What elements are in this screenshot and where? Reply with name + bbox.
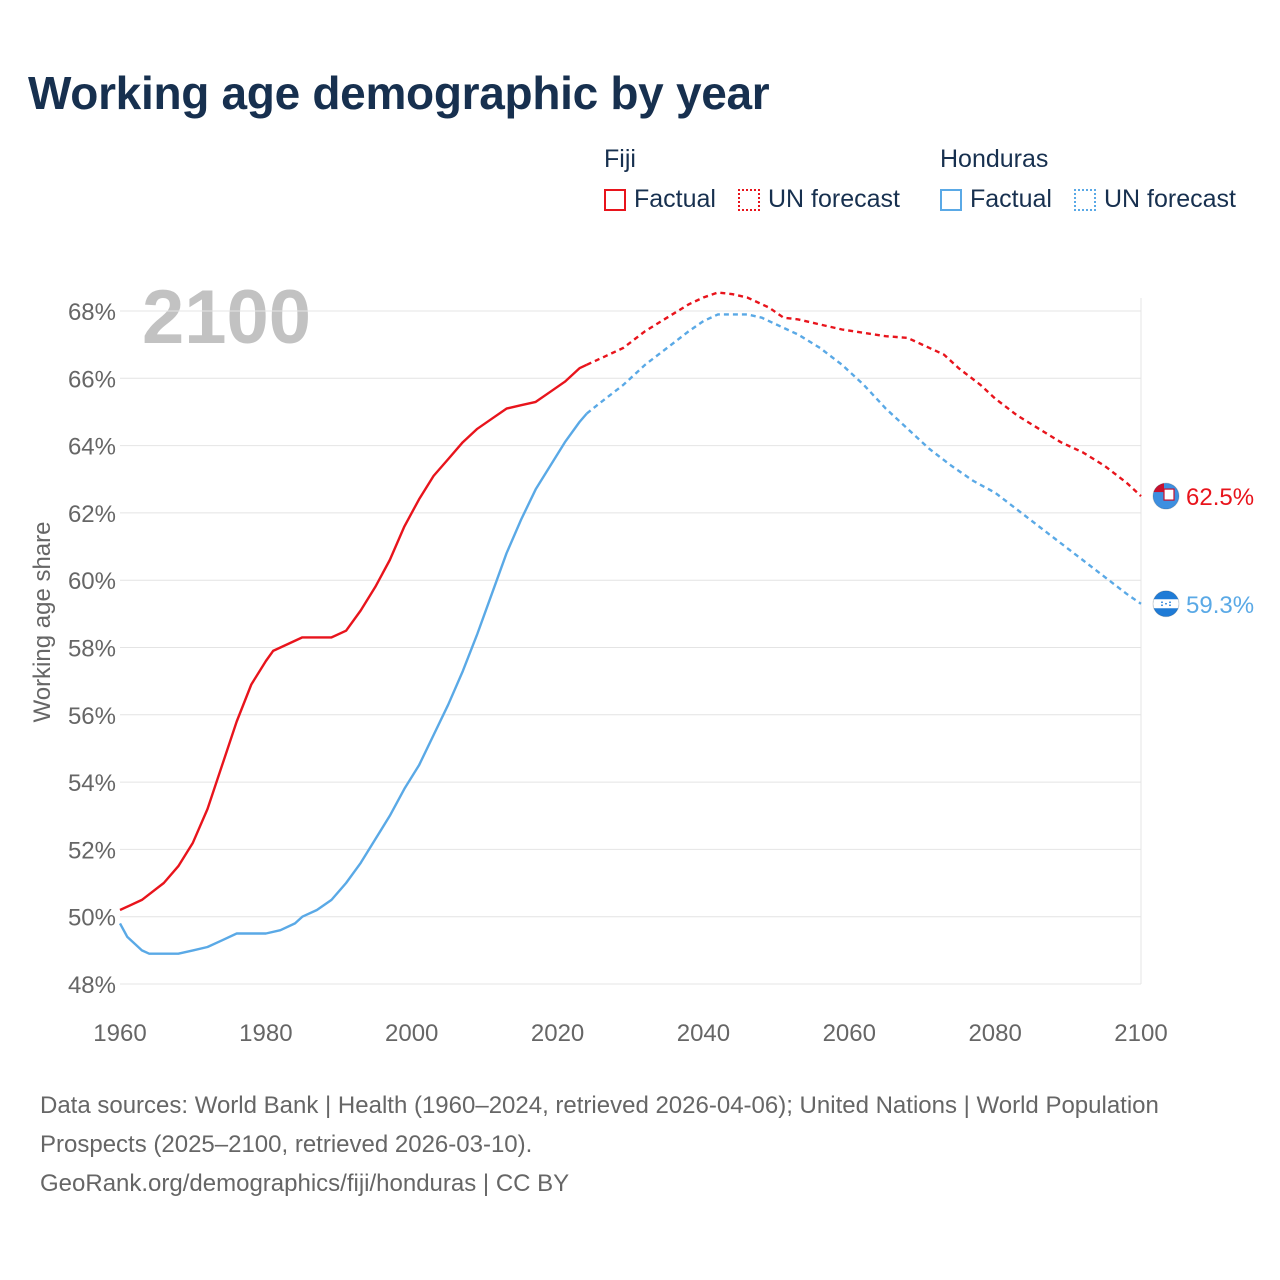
y-tick-label: 62% bbox=[68, 501, 116, 528]
legend-fiji-forecast-swatch bbox=[738, 188, 760, 211]
y-axis-ticks: 48% 50% 52% 54% 56% 58% 60% 62% 64% 66% 68% bbox=[68, 299, 116, 999]
y-tick-label: 48% bbox=[68, 972, 116, 999]
year-watermark: 2100 bbox=[142, 275, 311, 360]
series-line-fiji-forecast bbox=[586, 291, 1142, 497]
x-tick-label: 2000 bbox=[385, 1020, 438, 1047]
y-tick-label: 60% bbox=[68, 568, 116, 595]
x-tick-label: 2020 bbox=[531, 1020, 584, 1047]
series-layer bbox=[118, 291, 1142, 955]
end-labels: 62.5% 59.3% bbox=[1152, 482, 1254, 619]
series-line-honduras-factual bbox=[118, 412, 588, 955]
legend-fiji-factual-swatch bbox=[604, 188, 626, 211]
source-note: Data sources: World Bank | Health (1960–… bbox=[40, 1086, 1220, 1203]
honduras-flag-icon bbox=[1152, 590, 1180, 618]
legend-honduras-forecast-swatch bbox=[1074, 188, 1096, 211]
legend-fiji-factual[interactable]: Factual bbox=[604, 185, 716, 214]
series-line-honduras-forecast bbox=[585, 313, 1142, 605]
legend-honduras-factual[interactable]: Factual bbox=[940, 185, 1052, 214]
y-tick-label: 56% bbox=[68, 703, 116, 730]
source-line-attribution: GeoRank.org/demographics/fiji/honduras |… bbox=[40, 1170, 570, 1197]
y-tick-label: 58% bbox=[68, 636, 116, 663]
y-tick-label: 68% bbox=[68, 299, 116, 326]
x-tick-label: 2100 bbox=[1114, 1020, 1167, 1047]
grid bbox=[120, 298, 1142, 985]
end-label-fiji: 62.5% bbox=[1186, 484, 1254, 511]
legend-honduras-factual-swatch bbox=[940, 188, 962, 211]
x-tick-label: 2040 bbox=[677, 1020, 730, 1047]
series-line-fiji-factual bbox=[119, 363, 588, 912]
legend-honduras-factual-label: Factual bbox=[970, 185, 1052, 213]
legend-honduras-forecast[interactable]: UN forecast bbox=[1074, 185, 1236, 214]
source-line-data: Data sources: World Bank | Health (1960–… bbox=[40, 1092, 1159, 1158]
end-label-honduras: 59.3% bbox=[1186, 592, 1254, 619]
y-axis-label: Working age share bbox=[29, 522, 56, 723]
y-tick-label: 52% bbox=[68, 837, 116, 864]
x-tick-label: 2080 bbox=[968, 1020, 1021, 1047]
legend-fiji-factual-label: Factual bbox=[634, 185, 716, 213]
fiji-flag-icon bbox=[1152, 482, 1180, 510]
legend-fiji-name: Fiji bbox=[604, 145, 636, 173]
x-tick-label: 2060 bbox=[823, 1020, 876, 1047]
x-tick-label: 1960 bbox=[93, 1020, 146, 1047]
chart-title: Working age demographic by year bbox=[28, 67, 770, 119]
y-tick-label: 64% bbox=[68, 434, 116, 461]
line-chart: 2100 Working age share 48% 50% 52% 54% 56% 58… bbox=[29, 275, 1254, 1047]
x-axis-ticks: 1960 1980 2000 2020 2040 2060 2080 2100 bbox=[93, 1020, 1167, 1047]
y-tick-label: 50% bbox=[68, 905, 116, 932]
legend-honduras-name: Honduras bbox=[940, 145, 1049, 173]
legend-fiji-forecast[interactable]: UN forecast bbox=[738, 185, 900, 214]
y-tick-label: 66% bbox=[68, 366, 116, 393]
x-tick-label: 1980 bbox=[239, 1020, 292, 1047]
legend-fiji-forecast-label: UN forecast bbox=[768, 185, 900, 213]
legend-honduras-forecast-label: UN forecast bbox=[1104, 185, 1236, 213]
y-tick-label: 54% bbox=[68, 770, 116, 797]
